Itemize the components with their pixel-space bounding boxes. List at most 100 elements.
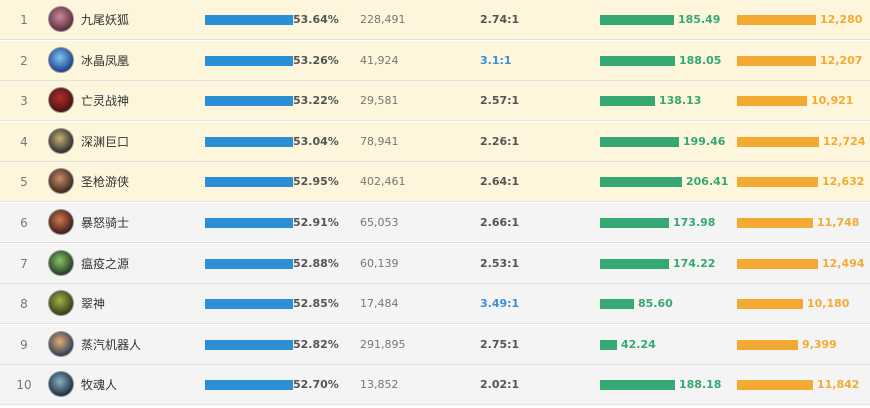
- damage-value: 138.13: [659, 94, 702, 107]
- gold-value: 12,494: [822, 257, 865, 270]
- champion-avatar-icon[interactable]: [48, 250, 74, 276]
- gold-value: 11,748: [817, 216, 860, 229]
- rank-number: 4: [20, 135, 28, 149]
- win-rate-value: 52.82%: [293, 338, 339, 351]
- kda-ratio: 3.1:1: [480, 54, 512, 67]
- table-row[interactable]: 7 瘟疫之源 52.88% 60,139 2.53:1 174.22 12,49…: [0, 244, 870, 284]
- damage-bar: [600, 96, 655, 106]
- gold-value: 10,921: [811, 94, 854, 107]
- champion-name[interactable]: 冰晶凤凰: [81, 54, 130, 68]
- kda-ratio: 2.74:1: [480, 13, 520, 26]
- champion-avatar-icon[interactable]: [48, 87, 74, 113]
- damage-bar: [600, 15, 674, 25]
- champion-name[interactable]: 蒸汽机器人: [81, 338, 142, 352]
- champion-name[interactable]: 圣枪游侠: [81, 175, 130, 189]
- table-row[interactable]: 9 蒸汽机器人 52.82% 291,895 2.75:1 42.24 9,39…: [0, 325, 870, 365]
- games-played: 228,491: [360, 13, 406, 26]
- win-rate-value: 53.64%: [293, 13, 339, 26]
- damage-value: 199.46: [683, 135, 726, 148]
- table-row[interactable]: 10 牧魂人 52.70% 13,852 2.02:1 188.18 11,84…: [0, 365, 870, 405]
- rank-number: 3: [20, 94, 28, 108]
- table-row[interactable]: 6 暴怒骑士 52.91% 65,053 2.66:1 173.98 11,74…: [0, 203, 870, 243]
- table-row[interactable]: 5 圣枪游侠 52.95% 402,461 2.64:1 206.41 12,6…: [0, 162, 870, 202]
- champion-avatar-icon[interactable]: [48, 168, 74, 194]
- kda-ratio: 2.66:1: [480, 216, 520, 229]
- rank-number: 2: [20, 54, 28, 68]
- win-rate-value: 52.88%: [293, 257, 339, 270]
- win-rate-value: 52.70%: [293, 378, 339, 391]
- damage-value: 85.60: [638, 297, 673, 310]
- win-rate-value: 53.26%: [293, 54, 339, 67]
- win-rate-value: 52.85%: [293, 297, 339, 310]
- kda-ratio: 2.53:1: [480, 257, 520, 270]
- damage-value: 185.49: [678, 13, 721, 26]
- champion-name[interactable]: 瘟疫之源: [81, 257, 130, 271]
- damage-bar: [600, 177, 682, 187]
- rank-number: 6: [20, 216, 28, 230]
- rank-number: 1: [20, 13, 28, 27]
- champion-avatar-icon[interactable]: [48, 6, 74, 32]
- games-played: 60,139: [360, 257, 399, 270]
- games-played: 29,581: [360, 94, 399, 107]
- damage-bar: [600, 137, 679, 147]
- rank-number: 5: [20, 175, 28, 189]
- games-played: 17,484: [360, 297, 399, 310]
- champion-name[interactable]: 九尾妖狐: [81, 13, 130, 27]
- table-row[interactable]: 2 冰晶凤凰 53.26% 41,924 3.1:1 188.05 12,207: [0, 41, 870, 81]
- gold-value: 12,724: [823, 135, 866, 148]
- win-rate-bar: [205, 299, 293, 309]
- champion-name[interactable]: 亡灵战神: [81, 94, 130, 108]
- damage-value: 188.18: [679, 378, 722, 391]
- champion-avatar-icon[interactable]: [48, 128, 74, 154]
- win-rate-bar: [205, 96, 293, 106]
- rank-number: 8: [20, 297, 28, 311]
- gold-bar: [737, 259, 818, 269]
- champion-name[interactable]: 牧魂人: [81, 378, 118, 392]
- gold-bar: [737, 299, 803, 309]
- rank-number: 10: [16, 378, 32, 392]
- gold-bar: [737, 15, 816, 25]
- champion-avatar-icon[interactable]: [48, 331, 74, 357]
- games-played: 402,461: [360, 175, 406, 188]
- gold-bar: [737, 218, 813, 228]
- games-played: 41,924: [360, 54, 399, 67]
- kda-ratio: 2.57:1: [480, 94, 520, 107]
- win-rate-bar: [205, 380, 293, 390]
- games-played: 78,941: [360, 135, 399, 148]
- gold-value: 12,207: [820, 54, 863, 67]
- rank-number: 7: [20, 257, 28, 271]
- gold-bar: [737, 340, 798, 350]
- gold-value: 12,632: [822, 175, 865, 188]
- win-rate-value: 52.95%: [293, 175, 339, 188]
- kda-ratio: 2.26:1: [480, 135, 520, 148]
- damage-bar: [600, 56, 675, 66]
- table-row[interactable]: 1 九尾妖狐 53.64% 228,491 2.74:1 185.49 12,2…: [0, 0, 870, 40]
- table-row[interactable]: 3 亡灵战神 53.22% 29,581 2.57:1 138.13 10,92…: [0, 81, 870, 121]
- damage-value: 42.24: [621, 338, 656, 351]
- win-rate-value: 53.22%: [293, 94, 339, 107]
- champion-name[interactable]: 深渊巨口: [81, 135, 130, 149]
- win-rate-value: 52.91%: [293, 216, 339, 229]
- win-rate-bar: [205, 177, 293, 187]
- table-row[interactable]: 8 翠神 52.85% 17,484 3.49:1 85.60 10,180: [0, 284, 870, 324]
- gold-bar: [737, 137, 819, 147]
- gold-value: 11,842: [817, 378, 860, 391]
- champion-name[interactable]: 翠神: [81, 297, 106, 311]
- table-row[interactable]: 4 深渊巨口 53.04% 78,941 2.26:1 199.46 12,72…: [0, 122, 870, 162]
- damage-bar: [600, 380, 675, 390]
- champion-avatar-icon[interactable]: [48, 290, 74, 316]
- champion-avatar-icon[interactable]: [48, 371, 74, 397]
- champion-name[interactable]: 暴怒骑士: [81, 216, 130, 230]
- win-rate-value: 53.04%: [293, 135, 339, 148]
- champion-avatar-icon[interactable]: [48, 47, 74, 73]
- games-played: 291,895: [360, 338, 406, 351]
- kda-ratio: 2.75:1: [480, 338, 520, 351]
- champion-avatar-icon[interactable]: [48, 209, 74, 235]
- win-rate-bar: [205, 340, 293, 350]
- damage-value: 206.41: [686, 175, 729, 188]
- win-rate-bar: [205, 259, 293, 269]
- win-rate-bar: [205, 56, 293, 66]
- damage-value: 188.05: [679, 54, 722, 67]
- games-played: 13,852: [360, 378, 399, 391]
